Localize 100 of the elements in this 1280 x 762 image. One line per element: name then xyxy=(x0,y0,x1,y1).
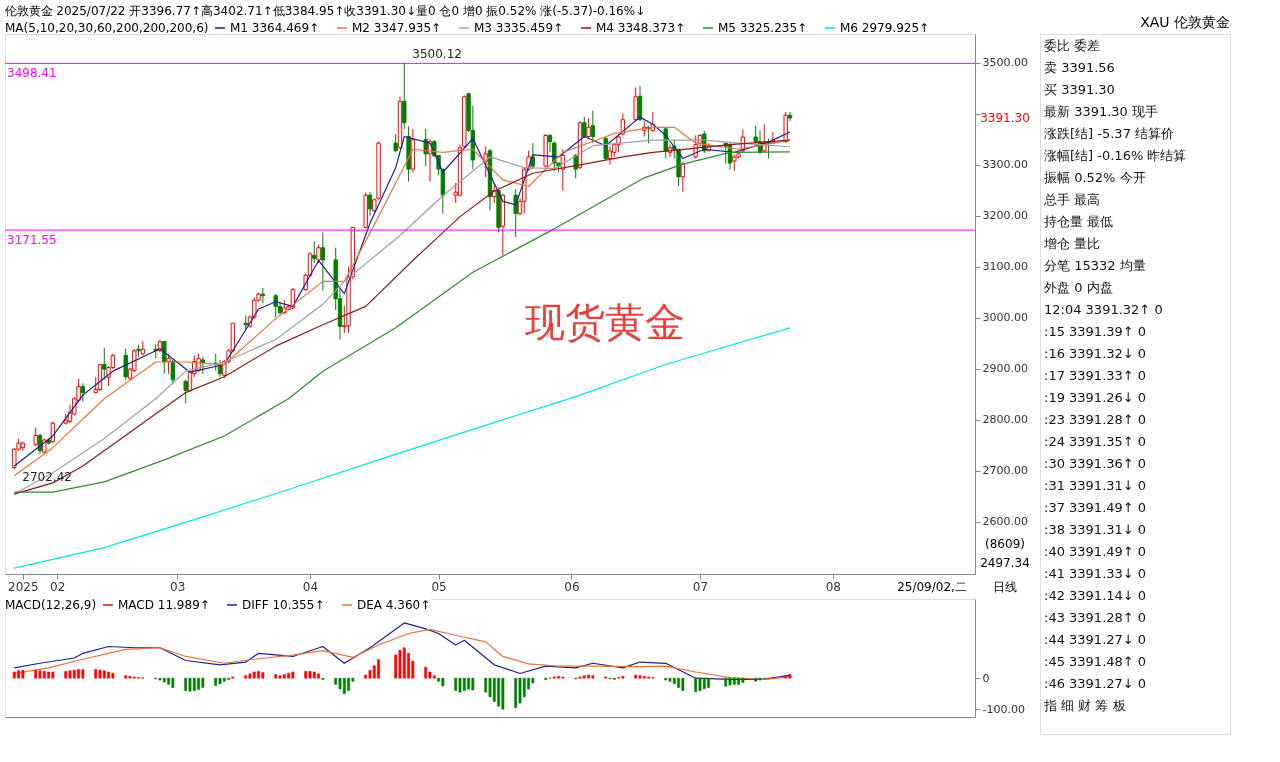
bar xyxy=(454,677,458,691)
bar xyxy=(402,647,406,679)
text: :40 3391.49↑ 0 xyxy=(1044,544,1147,559)
annotation: 3500.12 xyxy=(412,46,462,61)
legend-label: M1 3364.469↑ xyxy=(230,21,320,35)
x-tick-label: 04 xyxy=(302,579,319,594)
bar xyxy=(124,675,128,679)
bar xyxy=(462,677,466,691)
text: 振幅 0.52% 今开 xyxy=(1044,170,1146,185)
bar xyxy=(724,677,728,687)
bar xyxy=(12,671,16,679)
x-tick-label: 05 xyxy=(431,579,447,594)
bar xyxy=(51,671,55,679)
candlestick xyxy=(312,241,317,264)
text: :19 3391.26↓ 0 xyxy=(1044,390,1147,405)
bar xyxy=(338,677,342,690)
legend-label: M6 2979.925↑ xyxy=(840,21,930,35)
bar xyxy=(64,671,68,679)
text: :30 3391.36↑ 0 xyxy=(1044,456,1147,471)
bar xyxy=(282,674,286,679)
text: 涨跌[结] -5.37 结算价 xyxy=(1044,126,1175,141)
bar xyxy=(261,672,265,679)
legend-label: M5 3325.235↑ xyxy=(718,21,808,35)
candlestick xyxy=(787,111,793,122)
text: 3391.30 xyxy=(980,111,1030,125)
text: :31 3391.31↓ 0 xyxy=(1044,478,1147,493)
x-tick-label: 02 xyxy=(50,579,66,594)
text: :41 3391.33↓ 0 xyxy=(1044,566,1147,581)
y-tick-label: 3000.00 xyxy=(982,311,1028,325)
bar xyxy=(98,669,102,679)
text: 委比 委差 xyxy=(1044,38,1101,53)
bar xyxy=(222,677,226,682)
legend-label: M4 3348.373↑ xyxy=(596,21,686,35)
bar xyxy=(342,677,346,695)
text: 买 3391.30 xyxy=(1044,82,1115,97)
bar xyxy=(458,677,462,693)
bar xyxy=(728,677,732,686)
bar xyxy=(252,671,256,679)
legend-label: DEA 4.360↑ xyxy=(357,598,431,612)
bar xyxy=(171,677,175,688)
bar xyxy=(34,669,38,679)
candlestick xyxy=(183,379,188,404)
text: :46 3391.27↓ 0 xyxy=(1044,676,1147,691)
text: (8609) xyxy=(985,537,1025,551)
bar xyxy=(424,667,428,679)
x-tick-label: 06 xyxy=(564,579,580,594)
y-tick-label: 3300.00 xyxy=(982,158,1028,172)
bar xyxy=(754,677,758,682)
text: 日线 xyxy=(993,580,1017,594)
candlestick xyxy=(316,244,321,264)
text: 涨幅[结] -0.16% 昨结算 xyxy=(1044,148,1187,163)
ref-line-label: 3498.41 xyxy=(7,66,57,81)
text: :42 3391.14↓ 0 xyxy=(1044,588,1147,603)
bar xyxy=(308,671,312,679)
bar xyxy=(317,673,320,679)
legend-label: M2 3347.935↑ xyxy=(352,21,442,35)
legend-title: MA(5,10,20,30,60,200,200,200,6) xyxy=(5,21,209,35)
text: 总手 最高 xyxy=(1043,192,1101,207)
text: :17 3391.33↑ 0 xyxy=(1044,368,1147,383)
text: 25/09/02,二 xyxy=(897,580,967,594)
chart-title: 伦敦黄金 2025/07/22 开3396.77↑高3402.71↑低3384.95↑收3391.30↓量0 仓0 增0 振0.52% 涨(-5.37)-0.16%↓ xyxy=(4,4,646,18)
text: 卖 3391.56 xyxy=(1044,60,1115,75)
text: :38 3391.31↓ 0 xyxy=(1044,522,1147,537)
bar xyxy=(102,670,106,679)
bar xyxy=(518,677,522,704)
bar xyxy=(364,674,368,679)
bar xyxy=(244,675,248,679)
bar xyxy=(501,677,505,710)
candlestick xyxy=(590,110,596,144)
bar xyxy=(591,675,595,679)
bar xyxy=(707,677,710,688)
candlestick xyxy=(393,133,398,153)
bar xyxy=(681,677,685,691)
text: :15 3391.39↑ 0 xyxy=(1044,324,1147,339)
legend-label: DIFF 10.355↑ xyxy=(242,598,325,612)
x-tick-label: 03 xyxy=(170,579,186,594)
bar xyxy=(394,654,398,679)
bar xyxy=(72,669,76,679)
text: :43 3391.28↑ 0 xyxy=(1044,610,1147,625)
legend-title: MACD(12,26,9) xyxy=(5,598,97,612)
bar xyxy=(582,675,586,679)
bar xyxy=(638,675,642,679)
text: 持仓量 最低 xyxy=(1044,214,1114,229)
bar xyxy=(274,674,278,679)
text: 最新 3391.30 现手 xyxy=(1044,104,1159,119)
bar xyxy=(471,677,475,691)
y-tick-label: 0 xyxy=(982,671,990,685)
bar xyxy=(488,677,492,698)
candlestick xyxy=(102,347,107,381)
bar xyxy=(184,677,188,691)
y-tick-label: 2600.00 xyxy=(982,515,1028,529)
bar xyxy=(312,671,316,679)
annotation: 现货黄金 xyxy=(525,299,685,345)
text: XAU 伦敦黄金 xyxy=(1140,14,1230,30)
bar xyxy=(668,677,672,682)
legend-label: MACD 11.989↑ xyxy=(118,598,210,612)
x-tick-label: 08 xyxy=(825,579,841,594)
candlestick xyxy=(586,117,591,139)
candlestick xyxy=(80,382,86,403)
text: :24 3391.35↑ 0 xyxy=(1044,434,1147,449)
